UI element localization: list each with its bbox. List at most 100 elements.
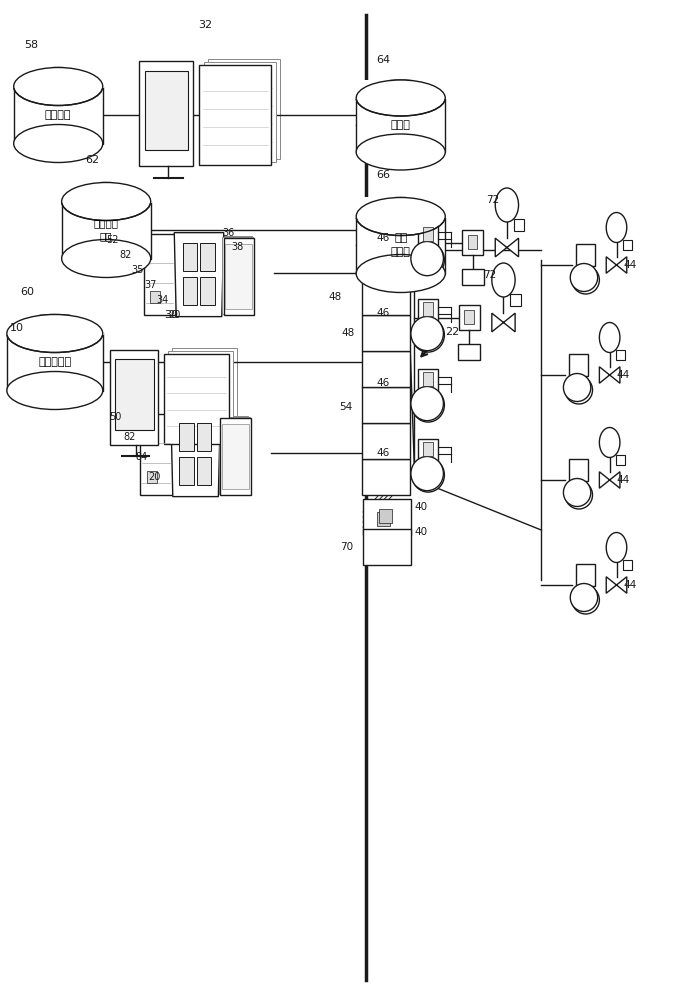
Text: 54: 54 [339, 402, 352, 412]
Bar [362, 315, 410, 351]
Bar [115, 359, 153, 430]
Bar [150, 291, 160, 303]
Text: 过程数据: 过程数据 [45, 110, 71, 120]
Text: 46: 46 [377, 378, 390, 388]
Circle shape [599, 322, 620, 353]
Bar [462, 230, 483, 255]
Bar [197, 457, 211, 485]
Text: 40: 40 [414, 502, 427, 512]
Polygon shape [208, 59, 280, 159]
Text: 20: 20 [148, 472, 160, 482]
Bar [423, 227, 434, 241]
Bar [464, 310, 474, 324]
Text: 44: 44 [616, 475, 630, 485]
Bar [362, 387, 410, 423]
Bar [225, 244, 252, 309]
Text: 22: 22 [445, 327, 460, 337]
Circle shape [606, 532, 627, 562]
Polygon shape [599, 472, 620, 488]
Text: 48: 48 [341, 328, 354, 338]
Bar [419, 224, 438, 246]
Polygon shape [199, 65, 271, 165]
Text: 48: 48 [329, 292, 342, 302]
Text: 36: 36 [223, 228, 235, 238]
Bar [362, 423, 410, 459]
Bar [62, 202, 151, 258]
Bar [200, 277, 214, 305]
Circle shape [495, 188, 519, 222]
Ellipse shape [356, 134, 445, 170]
Bar [462, 269, 484, 285]
Ellipse shape [412, 243, 445, 277]
Polygon shape [223, 237, 253, 314]
Bar [510, 294, 521, 306]
Bar [145, 71, 188, 150]
Bar [569, 354, 588, 376]
Ellipse shape [565, 376, 593, 404]
Ellipse shape [411, 241, 443, 276]
Bar [423, 442, 434, 456]
Bar [379, 509, 392, 523]
Ellipse shape [356, 254, 445, 292]
Ellipse shape [412, 458, 445, 492]
Text: 44: 44 [616, 370, 630, 380]
Bar [355, 80, 447, 99]
Bar [362, 279, 410, 315]
Polygon shape [171, 413, 221, 497]
Text: 58: 58 [24, 40, 38, 50]
Text: 知识库: 知识库 [390, 120, 411, 130]
Text: 37: 37 [144, 280, 156, 290]
Text: 84: 84 [136, 452, 148, 462]
Bar [355, 198, 447, 218]
Bar [569, 459, 588, 481]
Bar [183, 243, 197, 271]
Bar [363, 499, 411, 535]
Text: 30: 30 [164, 310, 178, 320]
Bar [623, 240, 632, 250]
Ellipse shape [14, 124, 103, 162]
Ellipse shape [411, 386, 443, 421]
Bar [7, 334, 103, 390]
Ellipse shape [356, 80, 445, 116]
Circle shape [606, 213, 627, 242]
Text: 配置数据库: 配置数据库 [38, 357, 71, 367]
Ellipse shape [62, 239, 151, 277]
Bar [616, 455, 625, 465]
Text: 46: 46 [377, 448, 390, 458]
Bar [200, 243, 214, 271]
Polygon shape [219, 417, 249, 494]
Text: 46: 46 [377, 308, 390, 318]
Bar [576, 564, 595, 586]
Circle shape [492, 263, 515, 297]
Ellipse shape [7, 314, 103, 353]
Polygon shape [599, 367, 620, 383]
Bar [468, 235, 477, 249]
Bar [5, 314, 104, 334]
Bar [514, 219, 524, 231]
Ellipse shape [7, 371, 103, 410]
Text: 44: 44 [623, 260, 636, 270]
Ellipse shape [412, 388, 445, 422]
Polygon shape [606, 577, 627, 593]
Text: 72: 72 [486, 195, 499, 205]
Text: 20: 20 [169, 310, 181, 320]
Polygon shape [110, 350, 158, 444]
Bar [362, 351, 410, 387]
Polygon shape [171, 348, 236, 438]
Text: 82: 82 [120, 250, 132, 260]
Ellipse shape [572, 266, 599, 294]
Bar [356, 217, 445, 273]
Polygon shape [606, 257, 627, 273]
Polygon shape [174, 233, 224, 317]
Bar [356, 98, 445, 152]
Text: 46: 46 [377, 233, 390, 243]
Bar [576, 244, 595, 266]
Bar [419, 299, 438, 321]
Bar [616, 350, 625, 360]
Polygon shape [218, 416, 248, 493]
Bar [179, 423, 194, 451]
Bar [362, 459, 410, 495]
Text: 50: 50 [110, 412, 122, 422]
Bar [423, 302, 434, 316]
Bar [419, 369, 438, 391]
